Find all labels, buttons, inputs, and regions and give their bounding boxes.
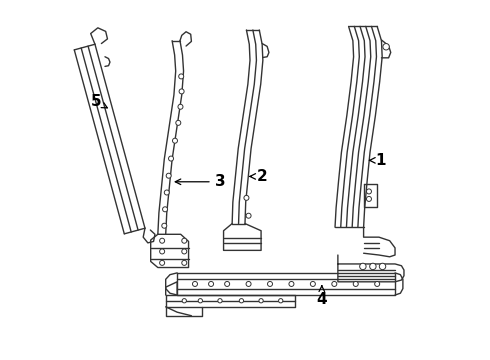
Circle shape — [375, 282, 380, 287]
Circle shape — [353, 282, 358, 287]
Circle shape — [360, 263, 366, 270]
Circle shape — [182, 249, 187, 254]
Circle shape — [162, 223, 167, 228]
Circle shape — [218, 298, 222, 303]
Circle shape — [367, 197, 371, 202]
Circle shape — [209, 282, 214, 287]
Circle shape — [172, 138, 177, 143]
Circle shape — [182, 260, 187, 265]
Circle shape — [178, 104, 183, 109]
Circle shape — [160, 249, 165, 254]
Circle shape — [198, 298, 202, 303]
Circle shape — [369, 263, 376, 270]
Circle shape — [182, 238, 187, 243]
Circle shape — [160, 260, 165, 265]
Circle shape — [169, 156, 173, 161]
Circle shape — [179, 74, 184, 79]
Circle shape — [166, 173, 171, 178]
Circle shape — [268, 282, 272, 287]
Circle shape — [310, 282, 316, 287]
Circle shape — [182, 298, 186, 303]
Circle shape — [383, 44, 390, 50]
Text: 5: 5 — [90, 94, 107, 109]
Text: 1: 1 — [369, 153, 386, 168]
Circle shape — [160, 238, 165, 243]
Circle shape — [367, 189, 371, 194]
Circle shape — [244, 195, 249, 201]
Circle shape — [259, 298, 263, 303]
Text: 2: 2 — [250, 169, 268, 184]
Text: 3: 3 — [175, 174, 225, 189]
Circle shape — [193, 282, 197, 287]
Circle shape — [164, 190, 170, 195]
Circle shape — [289, 282, 294, 287]
Circle shape — [179, 89, 184, 94]
Circle shape — [176, 120, 181, 125]
Circle shape — [246, 282, 251, 287]
Circle shape — [279, 298, 283, 303]
Circle shape — [246, 213, 251, 218]
Circle shape — [332, 282, 337, 287]
Circle shape — [163, 207, 168, 212]
Circle shape — [239, 298, 244, 303]
Text: 4: 4 — [317, 286, 327, 307]
Circle shape — [379, 263, 386, 270]
Circle shape — [224, 282, 230, 287]
